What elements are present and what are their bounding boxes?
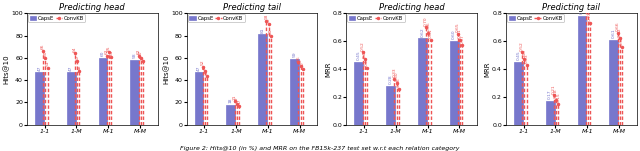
Y-axis label: MRR: MRR [484, 61, 491, 77]
Text: 21: 21 [233, 94, 237, 100]
Text: 0.61: 0.61 [429, 28, 433, 38]
Text: 17: 17 [237, 99, 241, 104]
Text: 0.52: 0.52 [520, 41, 524, 51]
Text: 47: 47 [197, 65, 201, 71]
Text: 19: 19 [235, 96, 239, 102]
Legend: CapsE, ConvKB: CapsE, ConvKB [188, 14, 245, 22]
Bar [290, 59, 299, 125]
Bar [99, 58, 108, 125]
Text: 59: 59 [292, 52, 296, 57]
Bar [195, 72, 204, 125]
Bar [418, 38, 427, 125]
Text: 0.65: 0.65 [456, 23, 460, 32]
Text: 0.47: 0.47 [522, 48, 526, 58]
Bar [354, 62, 363, 125]
Text: 47: 47 [69, 65, 73, 71]
Text: 90: 90 [267, 17, 271, 23]
Text: 61: 61 [109, 50, 113, 55]
Legend: CapsE, ConvKB: CapsE, ConvKB [28, 14, 85, 22]
Text: 0.66: 0.66 [616, 21, 620, 31]
Y-axis label: Hits@10: Hits@10 [163, 54, 170, 84]
Text: 0.70: 0.70 [424, 16, 428, 26]
Bar [35, 72, 44, 125]
Text: 44: 44 [205, 69, 209, 74]
Text: 0.33: 0.33 [392, 67, 396, 77]
Text: 53: 53 [298, 58, 303, 64]
Text: 0.87: 0.87 [584, 0, 588, 2]
Bar [258, 34, 267, 125]
Text: 62: 62 [105, 48, 109, 54]
Text: 0.61: 0.61 [612, 28, 616, 38]
Bar [450, 41, 459, 125]
Text: 0.15: 0.15 [556, 92, 561, 102]
Text: 0.18: 0.18 [554, 88, 558, 98]
Bar [67, 72, 76, 125]
Text: 0.30: 0.30 [394, 72, 399, 81]
Text: 66: 66 [41, 44, 45, 50]
Title: Predicting tail: Predicting tail [542, 3, 600, 13]
Text: 0.21: 0.21 [552, 84, 556, 94]
Text: 0.52: 0.52 [360, 41, 365, 51]
Bar [514, 62, 523, 125]
Text: 0.57: 0.57 [460, 34, 465, 44]
Title: Predicting tail: Predicting tail [223, 3, 281, 13]
Text: 64: 64 [73, 46, 77, 52]
Text: 80: 80 [269, 28, 273, 34]
Bar [609, 40, 618, 125]
Text: 0.56: 0.56 [620, 35, 624, 45]
Text: 0.17: 0.17 [548, 90, 552, 99]
Bar [227, 105, 236, 125]
Text: 0.45: 0.45 [516, 51, 520, 60]
Bar [546, 101, 555, 125]
Text: 0.78: 0.78 [580, 5, 584, 14]
Text: 18: 18 [229, 98, 233, 103]
Text: 0.73: 0.73 [588, 12, 592, 21]
Text: 60: 60 [101, 51, 105, 56]
Text: 0.61: 0.61 [458, 28, 462, 38]
Title: Predicting head: Predicting head [60, 3, 125, 13]
Text: 0.47: 0.47 [363, 48, 367, 58]
Text: 48: 48 [203, 64, 207, 70]
Text: 0.41: 0.41 [365, 56, 369, 66]
Y-axis label: MRR: MRR [325, 61, 331, 77]
Text: 0.62: 0.62 [420, 27, 424, 37]
Text: Figure 2: Hits@10 (in %) and MRR on the FB15k-237 test set w.r.t each relation c: Figure 2: Hits@10 (in %) and MRR on the … [180, 146, 460, 151]
Bar [577, 16, 586, 125]
Text: 58: 58 [133, 53, 137, 58]
Text: 0.43: 0.43 [525, 54, 529, 63]
Text: 65: 65 [107, 45, 111, 51]
Text: 0.45: 0.45 [356, 51, 361, 60]
Text: 0.66: 0.66 [426, 21, 430, 31]
Text: 47: 47 [37, 65, 42, 71]
Legend: CapsE, ConvKB: CapsE, ConvKB [348, 14, 404, 22]
Text: 0.60: 0.60 [452, 30, 456, 39]
Text: 0.26: 0.26 [397, 77, 401, 87]
Text: 93: 93 [264, 14, 269, 19]
Text: 60: 60 [44, 51, 47, 56]
Bar [131, 60, 140, 125]
Text: 52: 52 [201, 59, 205, 65]
Text: 0.28: 0.28 [388, 74, 392, 84]
Text: 48: 48 [77, 64, 81, 70]
Text: 81: 81 [260, 27, 265, 33]
Text: 50: 50 [301, 62, 305, 67]
Y-axis label: Hits@10: Hits@10 [3, 54, 10, 84]
Text: 62: 62 [137, 48, 141, 54]
Text: 0.62: 0.62 [618, 27, 622, 37]
Text: 60: 60 [139, 51, 143, 56]
Text: 57: 57 [76, 54, 79, 59]
Text: 0.82: 0.82 [586, 0, 590, 9]
Text: 51: 51 [45, 61, 50, 66]
Bar [386, 86, 395, 125]
Text: 57: 57 [141, 54, 145, 59]
Title: Predicting head: Predicting head [379, 3, 445, 13]
Legend: CapsE, ConvKB: CapsE, ConvKB [507, 14, 564, 22]
Text: 56: 56 [296, 55, 300, 61]
